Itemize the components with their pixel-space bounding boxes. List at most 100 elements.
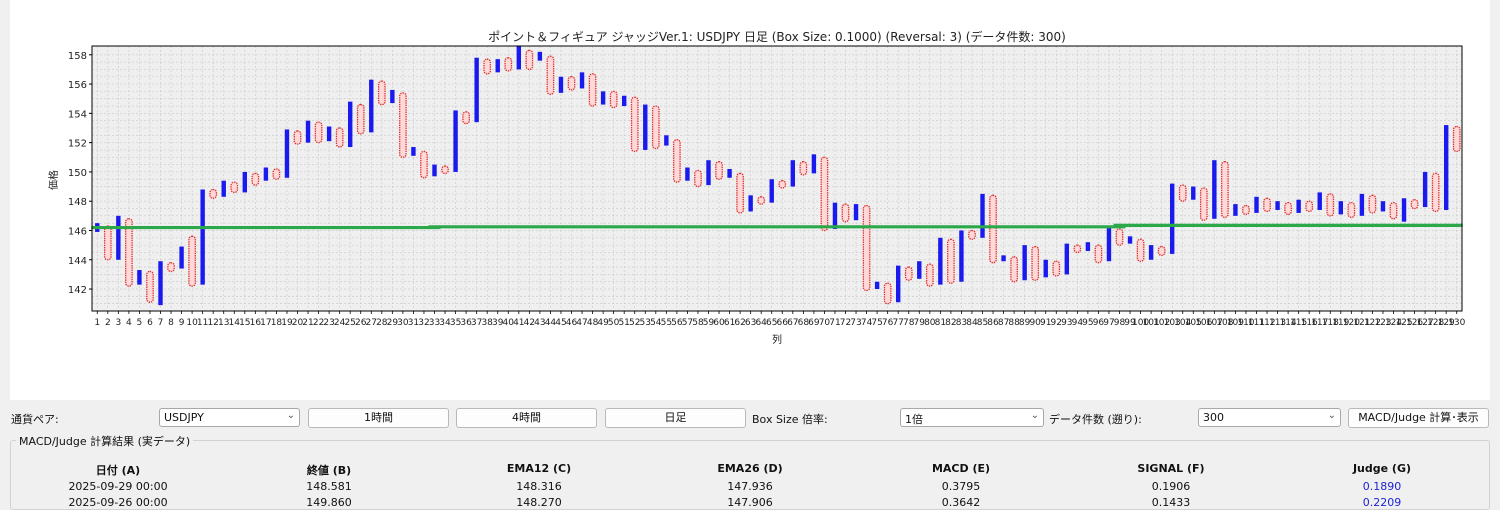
- x-tick-label: 100: [1132, 318, 1149, 328]
- y-axis-label: 価格: [47, 170, 60, 190]
- o-column: [1178, 184, 1187, 202]
- x-tick-label: 4: [126, 318, 132, 328]
- x-column: [790, 160, 796, 187]
- o-column: [630, 96, 639, 153]
- x-tick-label: 16: [250, 318, 262, 328]
- x-column: [1317, 192, 1322, 210]
- table-cell-macd: 0.3795: [941, 480, 981, 493]
- timeframe-daily-button[interactable]: 日足: [605, 408, 746, 428]
- x-tick-label: 7: [158, 318, 164, 328]
- x-tick-label: 124: [1385, 318, 1402, 328]
- x-tick-label: 73: [850, 318, 861, 328]
- o-column: [1368, 194, 1377, 214]
- x-tick-label: 21: [302, 318, 313, 328]
- boxsize-select[interactable]: 1倍 ⌄: [900, 408, 1044, 427]
- x-tick-label: 128: [1427, 318, 1444, 328]
- chart-columns: [95, 46, 1461, 306]
- o-column: [1284, 202, 1292, 216]
- x-tick-label: 41: [513, 318, 524, 328]
- o-column: [314, 121, 323, 144]
- x-tick-label: 83: [956, 318, 967, 328]
- x-tick-label: 3: [115, 318, 121, 328]
- o-column: [1031, 245, 1040, 281]
- o-column: [525, 49, 534, 71]
- x-column: [411, 147, 416, 156]
- x-column: [853, 204, 859, 221]
- o-column: [862, 204, 871, 292]
- o-column: [694, 169, 702, 188]
- o-column: [546, 55, 555, 95]
- pair-select[interactable]: USDJPY ⌄: [159, 408, 300, 427]
- x-tick-label: 111: [1248, 318, 1265, 328]
- x-column: [1422, 171, 1428, 208]
- x-column: [390, 89, 395, 104]
- timeframe-1h-button[interactable]: 1時間: [308, 408, 449, 428]
- o-column: [799, 161, 808, 176]
- col-header-ema26: EMA26 (D): [717, 462, 783, 475]
- x-column: [137, 270, 142, 285]
- x-tick-label: 36: [460, 318, 472, 328]
- x-column: [938, 237, 943, 285]
- x-tick-label: 88: [1008, 318, 1020, 328]
- o-column: [272, 168, 281, 180]
- col-header-signal: SIGNAL (F): [1137, 462, 1205, 475]
- x-tick-label: 72: [840, 318, 851, 328]
- o-column: [146, 270, 154, 303]
- x-tick-label: 37: [471, 318, 482, 328]
- x-tick-label: 89: [1019, 318, 1031, 328]
- col-header-macd: MACD (E): [931, 462, 991, 475]
- x-tick-label: 55: [661, 318, 672, 328]
- x-tick-label: 91: [1040, 318, 1051, 328]
- x-column: [116, 215, 121, 260]
- o-column: [778, 180, 787, 189]
- x-tick-label: 107: [1206, 318, 1223, 328]
- data-count-select[interactable]: 300 ⌄: [1198, 408, 1341, 427]
- boxsize-label: Box Size 倍率:: [752, 413, 828, 426]
- x-column: [432, 164, 437, 177]
- x-column: [453, 110, 458, 172]
- x-tick-label: 8: [168, 318, 174, 328]
- x-column: [769, 179, 774, 203]
- x-column: [516, 46, 522, 70]
- col-header-close: 終値 (B): [306, 464, 352, 477]
- x-column: [917, 261, 922, 279]
- x-tick-label: 34: [439, 318, 451, 328]
- x-tick-label: 77: [892, 318, 903, 328]
- x-tick-label: 121: [1353, 318, 1370, 328]
- x-tick-label: 10: [186, 318, 198, 328]
- o-column: [125, 218, 133, 287]
- x-tick-label: 97: [1103, 318, 1114, 328]
- o-column: [1073, 244, 1082, 254]
- col-header-judge: Judge (G): [1352, 462, 1412, 475]
- x-column: [895, 265, 901, 303]
- o-column: [293, 130, 302, 145]
- y-axis-ticks: 142 144 146 148 150 152 154 156 158: [68, 51, 92, 296]
- x-tick-label: 47: [576, 318, 587, 328]
- x-tick-label: 30: [397, 318, 409, 328]
- boxsize-select-value: 1倍: [905, 413, 923, 426]
- x-tick-label: 25: [344, 318, 355, 328]
- x-tick-label: 18: [271, 318, 283, 328]
- x-tick-label: 113: [1269, 318, 1286, 328]
- o-column: [1136, 238, 1145, 262]
- table-cell-ema26: 147.906: [727, 496, 773, 509]
- o-column: [188, 235, 196, 287]
- x-tick-label: 94: [1072, 318, 1084, 328]
- x-tick-label: 117: [1311, 318, 1328, 328]
- x-column: [242, 171, 248, 193]
- x-column: [1296, 199, 1301, 213]
- x-tick-label: 13: [218, 318, 229, 328]
- x-column: [1233, 204, 1238, 216]
- x-tick-label: 9: [179, 318, 185, 328]
- timeframe-4h-button[interactable]: 4時間: [456, 408, 597, 428]
- calc-macd-judge-button[interactable]: MACD/Judge 計算･表示: [1348, 408, 1489, 428]
- x-tick-label: 51: [618, 318, 629, 328]
- o-column: [925, 263, 934, 287]
- o-column: [673, 139, 681, 183]
- x-tick-label: 74: [861, 318, 873, 328]
- pair-select-value: USDJPY: [164, 411, 204, 424]
- x-tick-label: 38: [481, 318, 493, 328]
- o-column: [1410, 199, 1419, 210]
- x-tick-label: 35: [450, 318, 461, 328]
- o-column: [1326, 193, 1335, 217]
